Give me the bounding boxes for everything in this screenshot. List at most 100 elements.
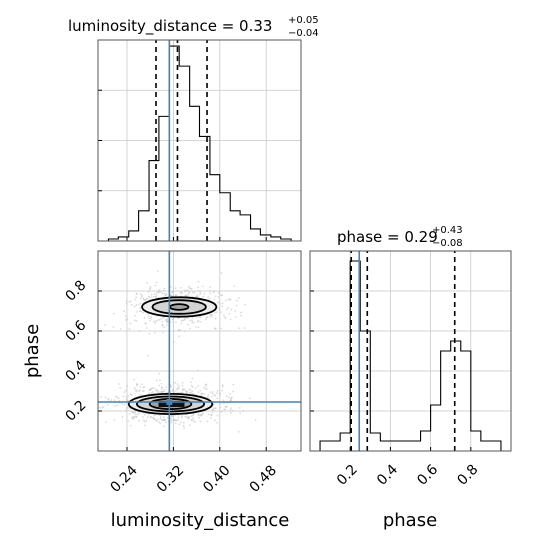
sample-point bbox=[236, 299, 238, 302]
sample-point bbox=[148, 389, 151, 392]
sample-point bbox=[172, 388, 174, 391]
phase-quantile-lines bbox=[350, 251, 456, 451]
phase-title-upper-error: +0.43 bbox=[432, 225, 463, 236]
sample-point bbox=[128, 413, 131, 415]
sample-point bbox=[191, 317, 194, 319]
sample-point bbox=[142, 311, 144, 314]
sample-point bbox=[190, 418, 193, 421]
sample-point bbox=[254, 418, 257, 421]
sample-point bbox=[177, 329, 180, 332]
sample-point bbox=[146, 282, 149, 285]
sample-point bbox=[192, 413, 195, 415]
sample-point bbox=[188, 391, 191, 394]
sample-point bbox=[181, 391, 184, 394]
sample-point bbox=[189, 389, 192, 391]
sample-point bbox=[158, 414, 161, 417]
sample-point bbox=[142, 416, 144, 418]
sample-point bbox=[190, 287, 192, 290]
x-tick-label: 0.6 bbox=[414, 462, 441, 489]
truth-marker bbox=[166, 399, 173, 405]
sample-point bbox=[138, 394, 141, 396]
sample-point bbox=[160, 388, 163, 390]
sample-point bbox=[126, 385, 129, 387]
sample-point bbox=[180, 319, 183, 322]
sample-point bbox=[123, 391, 126, 394]
contour-line bbox=[141, 296, 218, 318]
sample-point bbox=[141, 294, 144, 297]
sample-point bbox=[191, 386, 194, 388]
sample-point bbox=[195, 295, 197, 298]
sample-point bbox=[145, 327, 148, 329]
sample-point bbox=[134, 411, 137, 414]
sample-point bbox=[207, 296, 210, 298]
sample-point bbox=[165, 293, 168, 296]
sample-point bbox=[122, 395, 125, 398]
sample-point bbox=[222, 314, 225, 317]
sample-point bbox=[188, 388, 190, 391]
sample-point bbox=[134, 314, 137, 317]
sample-point bbox=[183, 388, 186, 391]
sample-point bbox=[224, 406, 227, 408]
sample-point bbox=[191, 390, 194, 393]
sample-point bbox=[188, 291, 191, 294]
sample-point bbox=[216, 301, 219, 304]
sample-point bbox=[202, 295, 205, 298]
sample-point bbox=[206, 420, 209, 423]
sample-point bbox=[159, 416, 162, 418]
sample-point bbox=[117, 397, 120, 400]
sample-point bbox=[187, 316, 190, 319]
sample-point bbox=[230, 411, 232, 414]
sample-point bbox=[214, 317, 217, 320]
sample-point bbox=[221, 385, 224, 388]
sample-point bbox=[223, 316, 226, 319]
sample-point bbox=[194, 387, 197, 389]
sample-point bbox=[199, 292, 202, 295]
sample-point bbox=[211, 395, 213, 398]
phase-hist-frame bbox=[309, 250, 512, 452]
sample-point bbox=[128, 328, 131, 331]
sample-point bbox=[161, 386, 163, 389]
sample-point bbox=[191, 319, 193, 322]
sample-point bbox=[174, 287, 177, 290]
sample-point bbox=[118, 383, 120, 385]
sample-point bbox=[139, 385, 142, 388]
sample-point bbox=[161, 418, 163, 421]
sample-point bbox=[171, 414, 174, 417]
sample-point bbox=[207, 397, 210, 399]
sample-point bbox=[154, 322, 157, 324]
sample-point bbox=[208, 313, 211, 316]
sample-point bbox=[163, 326, 166, 329]
sample-point bbox=[164, 418, 167, 421]
sample-point bbox=[183, 427, 186, 429]
sample-point bbox=[189, 319, 191, 322]
sample-point bbox=[188, 424, 191, 426]
sample-point bbox=[158, 372, 161, 375]
luminosity-distance-title-lower-error: −0.04 bbox=[288, 28, 319, 39]
sample-point bbox=[133, 378, 136, 381]
x-tick-label: 0.8 bbox=[454, 462, 481, 489]
sample-point bbox=[228, 312, 231, 315]
sample-point bbox=[191, 377, 194, 380]
sample-point bbox=[200, 394, 203, 397]
sample-point bbox=[161, 320, 164, 323]
sample-point bbox=[219, 406, 222, 409]
sample-point bbox=[180, 322, 183, 325]
sample-point bbox=[159, 318, 162, 321]
sample-point bbox=[154, 414, 156, 417]
sample-point bbox=[159, 417, 162, 420]
sample-point bbox=[183, 290, 186, 293]
sample-point bbox=[226, 405, 228, 408]
sample-point bbox=[164, 294, 167, 297]
sample-point bbox=[227, 298, 230, 301]
sample-point bbox=[135, 320, 138, 322]
sample-point bbox=[221, 302, 224, 305]
sample-point bbox=[156, 270, 159, 272]
phase-hist-x-tick-labels: 0.2 0.4 0.6 0.8 bbox=[334, 462, 482, 489]
sample-point bbox=[178, 423, 181, 426]
sample-point bbox=[112, 326, 115, 329]
sample-point bbox=[174, 422, 177, 425]
sample-point bbox=[113, 312, 115, 315]
sample-point bbox=[105, 421, 108, 424]
sample-point bbox=[197, 280, 200, 283]
